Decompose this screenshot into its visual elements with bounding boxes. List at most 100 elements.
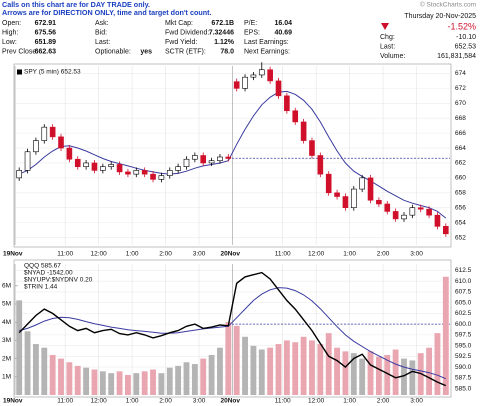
candle-body [292, 110, 299, 123]
volume-bar [158, 373, 165, 395]
y2-tick-label: 2M [2, 355, 11, 362]
x-tick-label: 20Nov [221, 251, 241, 258]
volume-bar [125, 374, 131, 395]
y-tick-label: 605.0 [455, 299, 472, 306]
y2-tick-label: 6M [2, 283, 11, 290]
quote-value: 651.89 [35, 39, 57, 46]
x-tick-label: 11:00 [57, 398, 73, 405]
candle-body [426, 208, 432, 216]
volume-bar [217, 347, 223, 395]
volume-bar [250, 345, 257, 395]
notice-line: Calls on this chart are for DAY TRADE on… [2, 0, 150, 9]
notice-line: Arrows are for DIRECTION ONLY, time and … [2, 8, 212, 17]
y-tick-label: 595.0 [455, 342, 472, 349]
y-tick-label: 656 [455, 204, 466, 211]
candle-body [284, 95, 290, 112]
candle-body [91, 162, 98, 171]
y2-tick-label: 5M [2, 301, 11, 308]
candle-body [325, 173, 332, 194]
summary-value: -10.10 [456, 34, 476, 41]
volume-bar [191, 364, 198, 395]
candle-body [66, 147, 73, 160]
candle-body [384, 203, 391, 212]
volume-bar [283, 340, 290, 395]
x-tick-label: 1:00 [343, 398, 356, 405]
y-tick-label: 672 [455, 85, 466, 92]
quote-label: Ask: [95, 20, 109, 27]
volume-bar [233, 325, 240, 395]
x-tick-label: 12:00 [91, 251, 108, 258]
candle-body [342, 196, 349, 209]
candle-body [33, 140, 39, 153]
candle-body [208, 160, 215, 164]
quote-value: yes [140, 48, 152, 55]
volume-bar [375, 356, 382, 395]
quote-label: Fwd Dividend: [165, 29, 209, 36]
candle-body [175, 166, 181, 171]
x-tick-label: 12:00 [308, 398, 325, 405]
y-tick-label: 658 [455, 190, 466, 197]
x-tick-label: 19Nov [3, 251, 23, 258]
volume-bar [342, 351, 349, 395]
y-tick-label: 660 [455, 175, 466, 182]
y-tick-label: 602.5 [455, 310, 472, 317]
volume-bar [350, 353, 357, 395]
y2-tick-label: 4M [2, 319, 11, 326]
candle-body [392, 211, 399, 220]
volume-bar [292, 342, 299, 395]
candle-body [401, 214, 407, 220]
y-tick-label: 592.5 [455, 353, 472, 360]
candle-body [417, 207, 424, 210]
candle-body [83, 162, 89, 167]
quote-label: Next Earnings: [244, 48, 290, 55]
change-pct: -1.52% [447, 21, 476, 31]
x-tick-label: 3:00 [193, 398, 206, 405]
x-tick-label: 2:00 [377, 398, 390, 405]
y-tick-label: 662 [455, 160, 466, 167]
candle-body [309, 140, 315, 156]
volume-bar [41, 347, 48, 395]
y-tick-label: 597.5 [455, 332, 472, 339]
quote-value: 78.0 [220, 48, 234, 55]
volume-bar [58, 358, 64, 395]
quote-label: EPS: [244, 29, 260, 36]
y2-tick-label: 3M [2, 337, 11, 344]
candle-body [359, 177, 365, 190]
candle-body [166, 170, 173, 176]
candle-body [225, 156, 232, 159]
candle-body [250, 74, 257, 78]
candle-body [267, 69, 273, 82]
volume-bar [442, 276, 449, 395]
candle-body [192, 155, 198, 160]
y-tick-label: 600.0 [455, 321, 472, 328]
candle-body [409, 207, 416, 216]
volume-bar [133, 373, 140, 395]
quote-value: 662.63 [35, 48, 57, 55]
candle-body [300, 121, 307, 141]
y-tick-label: 607.5 [455, 289, 472, 296]
y-tick-label: 610.0 [455, 278, 472, 285]
candle-body [49, 126, 56, 138]
y-tick-label: 587.5 [455, 375, 472, 382]
quote-label: Open: [2, 20, 21, 27]
moving-average [18, 90, 447, 219]
quote-value: 1.12% [214, 39, 235, 46]
volume-bar [183, 362, 190, 395]
candle-body [141, 170, 148, 175]
volume-bar [66, 362, 73, 395]
candle-body [217, 156, 223, 162]
volume-bar [24, 331, 31, 395]
volume-bar [74, 365, 81, 395]
x-tick-label: 11:00 [57, 251, 73, 258]
quote-value: 16.04 [274, 20, 292, 27]
volume-bar [141, 371, 148, 395]
x-tick-label: 3:00 [193, 251, 206, 258]
y-tick-label: 654 [455, 219, 466, 226]
x-tick-label: 12:00 [91, 398, 108, 405]
volume-bar [91, 369, 98, 395]
bottom-panel-frame [13, 259, 452, 398]
x-tick-label: 3:00 [410, 251, 423, 258]
candle-body [133, 170, 140, 175]
